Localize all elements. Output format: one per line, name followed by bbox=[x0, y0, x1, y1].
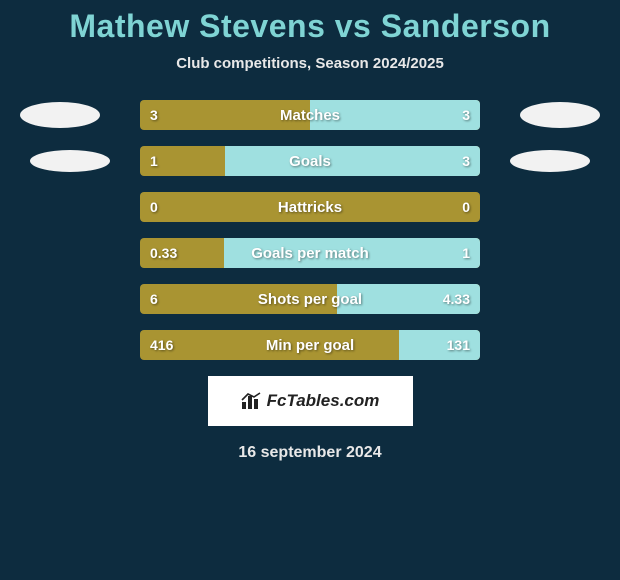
stat-bar-fill bbox=[225, 146, 480, 176]
stat-row: 64.33Shots per goal bbox=[0, 284, 620, 314]
stat-value-left: 0.33 bbox=[150, 238, 177, 268]
stat-row: 0.331Goals per match bbox=[0, 238, 620, 268]
stat-row: 13Goals bbox=[0, 146, 620, 176]
bar-chart-icon bbox=[241, 392, 263, 410]
subtitle: Club competitions, Season 2024/2025 bbox=[0, 55, 620, 72]
stat-bar: 64.33Shots per goal bbox=[140, 284, 480, 314]
player-right-icon bbox=[520, 102, 600, 128]
stat-value-left: 0 bbox=[150, 192, 158, 222]
player-left-icon bbox=[20, 102, 100, 128]
stat-bar: 0 0Hattricks bbox=[140, 192, 480, 222]
stat-value-right: 0 bbox=[462, 192, 470, 222]
stat-bar: 33Matches bbox=[140, 100, 480, 130]
stat-bar-fill bbox=[224, 238, 480, 268]
branding-box: FcTables.com bbox=[208, 376, 413, 426]
player-right-icon bbox=[510, 150, 590, 172]
page-title: Mathew Stevens vs Sanderson bbox=[0, 8, 620, 45]
date-label: 16 september 2024 bbox=[0, 444, 620, 462]
stat-row: 416131Min per goal bbox=[0, 330, 620, 360]
stat-label: Hattricks bbox=[140, 192, 480, 222]
stat-value-left: 3 bbox=[150, 100, 158, 130]
stat-bar-fill bbox=[337, 284, 480, 314]
stat-row: 0 0Hattricks bbox=[0, 192, 620, 222]
player-left-icon bbox=[30, 150, 110, 172]
stat-bar: 416131Min per goal bbox=[140, 330, 480, 360]
stat-value-left: 416 bbox=[150, 330, 173, 360]
stats-rows: 33Matches 13Goals 0 0Hattricks 0.331Goals pe… bbox=[0, 100, 620, 360]
stat-row: 33Matches bbox=[0, 100, 620, 130]
stat-bar-fill bbox=[399, 330, 480, 360]
stat-value-left: 6 bbox=[150, 284, 158, 314]
stat-bar: 0.331Goals per match bbox=[140, 238, 480, 268]
branding-text: FcTables.com bbox=[267, 391, 380, 411]
stat-value-left: 1 bbox=[150, 146, 158, 176]
stat-bar: 13Goals bbox=[140, 146, 480, 176]
stat-bar-fill bbox=[310, 100, 480, 130]
